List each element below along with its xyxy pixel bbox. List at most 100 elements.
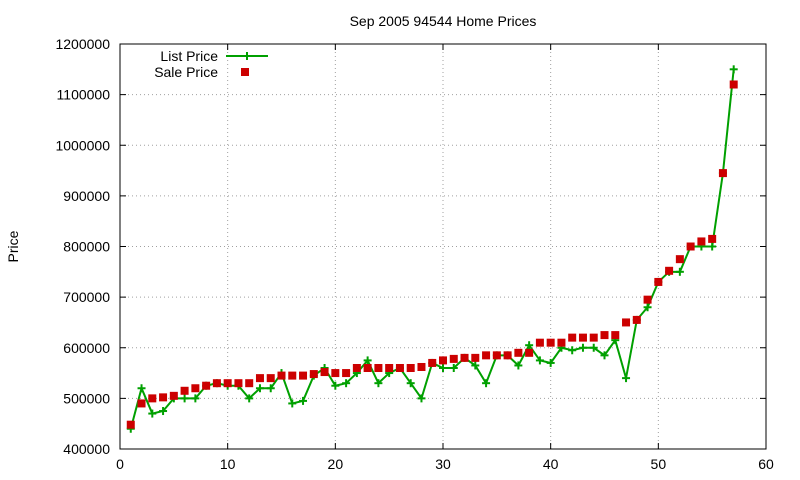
data-point bbox=[266, 374, 275, 383]
data-point bbox=[525, 341, 534, 350]
data-point bbox=[546, 338, 555, 347]
data-point bbox=[697, 237, 706, 246]
x-tick-label: 60 bbox=[758, 456, 774, 472]
data-point bbox=[589, 333, 598, 342]
legend-label: Sale Price bbox=[154, 64, 218, 80]
data-point bbox=[331, 381, 340, 390]
data-point bbox=[449, 364, 458, 372]
data-point bbox=[482, 379, 491, 388]
data-point bbox=[363, 364, 372, 372]
data-point bbox=[137, 399, 146, 408]
data-point bbox=[514, 361, 523, 370]
data-point bbox=[686, 242, 695, 251]
data-point bbox=[342, 369, 351, 378]
data-point bbox=[320, 368, 329, 377]
series-line bbox=[129, 69, 735, 430]
data-point bbox=[288, 399, 297, 408]
data-point bbox=[471, 361, 480, 370]
data-point bbox=[525, 348, 534, 357]
data-point bbox=[654, 277, 663, 286]
data-point bbox=[417, 362, 426, 371]
data-point bbox=[471, 353, 480, 362]
data-point bbox=[299, 396, 308, 405]
data-point bbox=[622, 318, 631, 327]
data-point bbox=[255, 374, 264, 383]
data-point bbox=[417, 394, 426, 403]
legend-item: Sale Price bbox=[154, 64, 249, 80]
x-tick-label: 30 bbox=[435, 456, 451, 472]
data-point bbox=[514, 348, 523, 357]
legend-item: List Price bbox=[160, 48, 268, 64]
data-point bbox=[643, 303, 652, 312]
data-point bbox=[406, 364, 415, 372]
x-tick-label: 50 bbox=[651, 456, 667, 472]
x-tick-label: 20 bbox=[328, 456, 344, 472]
data-point bbox=[729, 65, 738, 74]
data-point bbox=[406, 379, 415, 388]
data-point bbox=[428, 358, 437, 367]
data-point bbox=[568, 333, 577, 342]
data-point bbox=[460, 353, 469, 362]
data-point bbox=[482, 351, 491, 360]
data-point bbox=[126, 420, 135, 429]
data-point bbox=[665, 266, 674, 275]
series-sale-price bbox=[126, 80, 738, 429]
y-tick-label: 700000 bbox=[63, 289, 110, 305]
data-point bbox=[288, 371, 297, 380]
y-tick-label: 400000 bbox=[63, 441, 110, 457]
y-tick-label: 900000 bbox=[63, 188, 110, 204]
y-axis-label: Price bbox=[5, 230, 21, 262]
data-point bbox=[234, 379, 243, 388]
data-point bbox=[675, 267, 684, 276]
data-point bbox=[342, 379, 351, 388]
data-point bbox=[352, 364, 361, 372]
y-tick-label: 600000 bbox=[63, 340, 110, 356]
series-list-price bbox=[126, 65, 738, 433]
data-point bbox=[535, 356, 544, 365]
data-point bbox=[331, 369, 340, 378]
x-tick-label: 40 bbox=[543, 456, 559, 472]
data-point bbox=[546, 358, 555, 367]
data-point bbox=[492, 351, 501, 360]
data-point bbox=[600, 331, 609, 340]
data-point bbox=[718, 169, 727, 178]
data-point bbox=[622, 374, 631, 383]
y-tick-label: 1200000 bbox=[55, 36, 110, 52]
data-point bbox=[137, 384, 146, 393]
data-point bbox=[191, 384, 200, 393]
y-tick-label: 1100000 bbox=[57, 87, 111, 103]
series bbox=[126, 65, 738, 433]
data-point bbox=[255, 384, 264, 393]
data-point bbox=[277, 371, 286, 380]
data-point bbox=[223, 379, 232, 388]
data-point bbox=[439, 364, 447, 372]
data-point bbox=[266, 384, 275, 393]
chart-title: Sep 2005 94544 Home Prices bbox=[350, 13, 537, 29]
data-point bbox=[395, 364, 404, 372]
data-point bbox=[589, 343, 598, 352]
data-point bbox=[212, 379, 221, 388]
data-point bbox=[503, 351, 512, 360]
data-point bbox=[708, 242, 717, 251]
grid bbox=[120, 44, 766, 449]
data-point bbox=[578, 333, 587, 342]
legend-marker bbox=[243, 52, 251, 60]
data-point bbox=[374, 379, 383, 388]
data-point bbox=[611, 331, 620, 340]
data-point bbox=[535, 338, 544, 347]
data-point bbox=[675, 255, 684, 264]
data-point bbox=[180, 386, 189, 395]
data-point bbox=[180, 394, 189, 403]
legend-marker bbox=[241, 68, 249, 76]
data-point bbox=[245, 379, 254, 388]
y-tick-label: 500000 bbox=[63, 390, 110, 406]
data-point bbox=[385, 364, 394, 372]
data-point bbox=[439, 356, 447, 365]
data-point bbox=[557, 338, 566, 347]
data-point bbox=[159, 407, 168, 416]
data-point bbox=[729, 80, 738, 89]
data-point bbox=[708, 234, 717, 243]
legend-label: List Price bbox=[160, 48, 218, 64]
